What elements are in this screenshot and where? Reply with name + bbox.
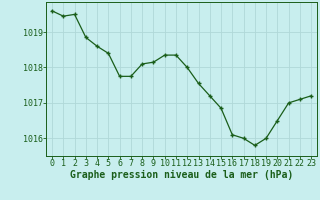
X-axis label: Graphe pression niveau de la mer (hPa): Graphe pression niveau de la mer (hPa): [70, 170, 293, 180]
